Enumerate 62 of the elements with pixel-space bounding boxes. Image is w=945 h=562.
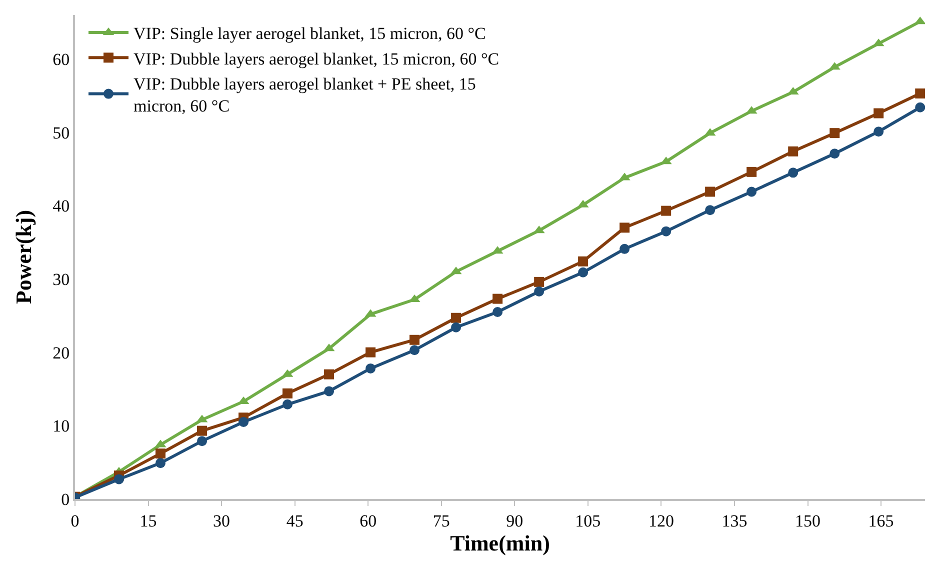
point: [410, 334, 420, 345]
y-tick-label: 30: [52, 270, 70, 289]
point: [915, 88, 925, 98]
point: [874, 108, 884, 118]
point: [197, 426, 208, 436]
x-tick-label: 45: [286, 511, 304, 530]
y-tick-label: 10: [52, 416, 70, 436]
point: [830, 148, 840, 159]
y-tick-label: 20: [52, 343, 70, 362]
point: [578, 267, 588, 278]
y-axis-title: Power(kj): [10, 210, 36, 304]
point: [114, 474, 124, 484]
point: [451, 312, 462, 323]
point: [238, 417, 249, 427]
point: [914, 16, 925, 24]
point: [578, 256, 588, 266]
y-tick-label: 50: [52, 123, 70, 142]
point: [705, 205, 716, 216]
x-tick-label: 90: [506, 511, 524, 530]
point: [282, 399, 292, 410]
point: [492, 307, 503, 317]
x-tick-label: 120: [648, 511, 674, 530]
y-tick-label: 0: [61, 490, 70, 509]
point: [492, 294, 503, 304]
point: [661, 206, 672, 216]
point: [155, 458, 166, 468]
y-tick-label: 40: [52, 196, 70, 216]
point: [534, 276, 544, 287]
x-tick-label: 30: [213, 511, 230, 530]
legend-label: VIP: Dubble layers aerogel blanket, 15 micron, 60 °C: [134, 49, 500, 68]
y-tick-label: 60: [52, 50, 70, 69]
point: [155, 448, 166, 459]
x-tick-label: 105: [575, 511, 601, 530]
point: [366, 347, 376, 358]
point: [830, 128, 840, 138]
legend-label: VIP: Dubble layers aerogel blanket + PE sheet, 15 micron, 60 °C: [134, 74, 476, 116]
x-tick-label: 15: [140, 511, 157, 530]
x-tick-label: 150: [795, 511, 821, 530]
point: [451, 322, 462, 332]
point: [197, 436, 208, 446]
x-tick-label: 135: [722, 511, 748, 530]
point: [874, 126, 884, 137]
point: [705, 186, 716, 197]
point: [410, 345, 420, 356]
point: [661, 226, 672, 236]
x-tick-label: 165: [868, 511, 894, 530]
point: [788, 168, 798, 178]
point: [620, 244, 630, 254]
x-axis-title: Time(min): [450, 530, 550, 556]
x-tick-label: 60: [360, 511, 377, 530]
point: [324, 369, 334, 380]
point: [746, 186, 757, 197]
point: [620, 222, 630, 233]
point: [788, 146, 798, 156]
point: [534, 286, 544, 296]
x-tick-label: 75: [432, 511, 450, 530]
legend-label: VIP: Single layer aerogel blanket, 15 micron, 60 °C: [134, 24, 486, 44]
point: [746, 166, 757, 177]
point: [282, 388, 292, 398]
point: [915, 102, 925, 112]
point: [366, 363, 376, 374]
point: [324, 386, 334, 396]
